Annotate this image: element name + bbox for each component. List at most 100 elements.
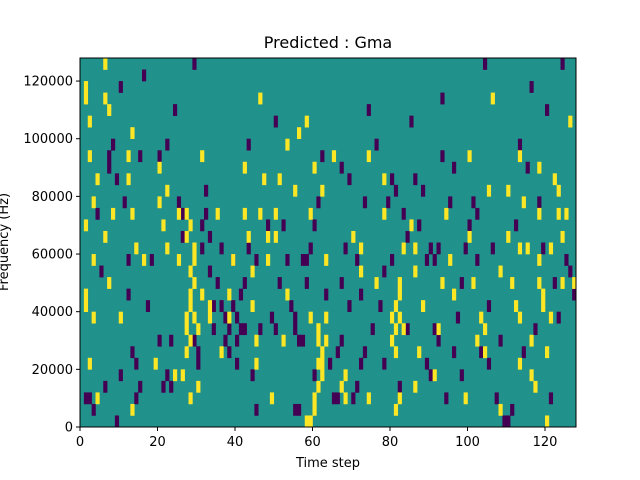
heatmap-cell-high xyxy=(176,254,182,266)
heatmap-cell-low xyxy=(180,207,185,220)
heatmap-cell-low xyxy=(351,392,356,405)
heatmap-cell-high xyxy=(200,288,205,301)
heatmap-cell-high xyxy=(262,173,267,186)
heatmap-cell-low xyxy=(122,196,127,209)
heatmap-cell-low xyxy=(312,219,317,232)
heatmap-cell-high xyxy=(254,357,259,370)
y-tick-label: 40000 xyxy=(32,305,73,320)
heatmap-cell-low xyxy=(207,230,213,243)
heatmap-cell-low xyxy=(281,219,286,232)
heatmap-cell-low xyxy=(331,392,337,405)
heatmap-cell-high xyxy=(173,369,178,382)
heatmap-cell-low xyxy=(215,277,220,289)
heatmap-cell-low xyxy=(440,92,445,105)
heatmap-cell-high xyxy=(285,288,290,301)
heatmap-cell-low xyxy=(219,300,224,312)
heatmap-cell-low xyxy=(312,369,317,382)
heatmap-cell-high xyxy=(514,300,519,312)
heatmap-cell-high xyxy=(87,150,92,163)
heatmap-cell-low xyxy=(308,242,313,255)
heatmap-cell-high xyxy=(552,173,557,186)
heatmap-cell-low xyxy=(142,69,147,82)
heatmap-cell-high xyxy=(95,392,100,405)
heatmap-cell-high xyxy=(483,346,488,359)
heatmap-cell-low xyxy=(300,334,306,347)
heatmap-cell-low xyxy=(556,311,561,324)
heatmap-cell-high xyxy=(184,323,189,336)
heatmap-cell-low xyxy=(227,323,232,336)
heatmap-cell-high xyxy=(366,392,371,405)
heatmap-cell-low xyxy=(494,392,499,405)
heatmap-cell-high xyxy=(153,357,158,370)
heatmap-cell-low xyxy=(273,115,278,128)
heatmap-cell-high xyxy=(452,288,457,301)
heatmap-cell-low xyxy=(293,403,298,416)
heatmap-cell-low xyxy=(242,277,247,289)
heatmap-cell-low xyxy=(192,334,197,347)
heatmap-cell-high xyxy=(165,242,170,255)
heatmap-cell-high xyxy=(510,277,515,289)
heatmap-cell-low xyxy=(541,242,546,255)
heatmap-cell-high xyxy=(525,242,530,255)
x-tick-label: 80 xyxy=(382,435,399,450)
heatmap-cell-high xyxy=(308,415,313,428)
heatmap-cell-low xyxy=(277,277,282,289)
heatmap-cell-low xyxy=(459,369,464,382)
heatmap-cell-high xyxy=(324,334,329,347)
heatmap-cell-low xyxy=(359,357,364,370)
heatmap-cell-low xyxy=(289,300,294,312)
y-tick-label: 0 xyxy=(65,421,73,436)
heatmap-cell-high xyxy=(250,300,255,312)
heatmap-cell-high xyxy=(320,369,325,382)
heatmap-cell-low xyxy=(235,357,240,370)
heatmap-cell-low xyxy=(130,346,135,359)
heatmap-cell-low xyxy=(390,173,395,186)
heatmap-cell-low xyxy=(91,403,96,416)
heatmap-cell-high xyxy=(545,415,550,428)
heatmap-cell-high xyxy=(359,265,364,278)
heatmap-cell-high xyxy=(258,207,263,220)
heatmap-cell-low xyxy=(324,288,329,301)
heatmap-cell-low xyxy=(514,219,519,232)
heatmap-cell-high xyxy=(91,196,96,209)
heatmap-cell-low xyxy=(359,288,364,301)
heatmap-cell-low xyxy=(475,207,480,220)
heatmap-cell-low xyxy=(471,196,476,209)
y-tick-label: 20000 xyxy=(32,363,73,378)
heatmap-cell-high xyxy=(517,242,523,255)
heatmap-cell-high xyxy=(440,277,445,289)
heatmap-cell-low xyxy=(145,300,151,312)
heatmap-cell-low xyxy=(157,334,162,347)
heatmap-cell-low xyxy=(254,254,259,266)
heatmap-cell-low xyxy=(200,219,205,232)
heatmap-cell-high xyxy=(192,242,197,255)
heatmap-cell-low xyxy=(200,242,205,255)
heatmap-cell-high xyxy=(537,254,542,266)
heatmap-cell-high xyxy=(421,300,426,312)
heatmap-cell-low xyxy=(246,242,251,255)
heatmap-cell-high xyxy=(397,288,402,301)
heatmap-cell-low xyxy=(87,392,92,405)
heatmap-cell-low xyxy=(510,403,515,416)
heatmap-cell-low xyxy=(180,230,185,243)
heatmap-cell-high xyxy=(409,219,414,232)
heatmap-cell-low xyxy=(529,81,534,93)
heatmap-cell-low xyxy=(235,334,240,347)
heatmap-cell-high xyxy=(343,369,348,382)
heatmap-cell-low xyxy=(211,323,216,336)
heatmap-cell-high xyxy=(393,323,399,336)
y-axis-label: Frequency (Hz) xyxy=(0,193,12,291)
heatmap-cell-low xyxy=(362,196,368,209)
heatmap-cell-high xyxy=(490,92,495,105)
heatmap-cell-low xyxy=(304,277,309,289)
heatmap-cell-high xyxy=(475,334,480,347)
heatmap-cell-low xyxy=(231,300,236,312)
heatmap-cell-high xyxy=(486,184,492,197)
heatmap-cell-high xyxy=(382,173,387,186)
heatmap-cell-high xyxy=(231,254,236,266)
heatmap-cell-low xyxy=(114,415,120,428)
heatmap-cell-high xyxy=(533,380,538,393)
heatmap-cell-low xyxy=(475,254,480,266)
heatmap-cell-high xyxy=(517,311,523,324)
heatmap-cell-high xyxy=(564,207,569,220)
